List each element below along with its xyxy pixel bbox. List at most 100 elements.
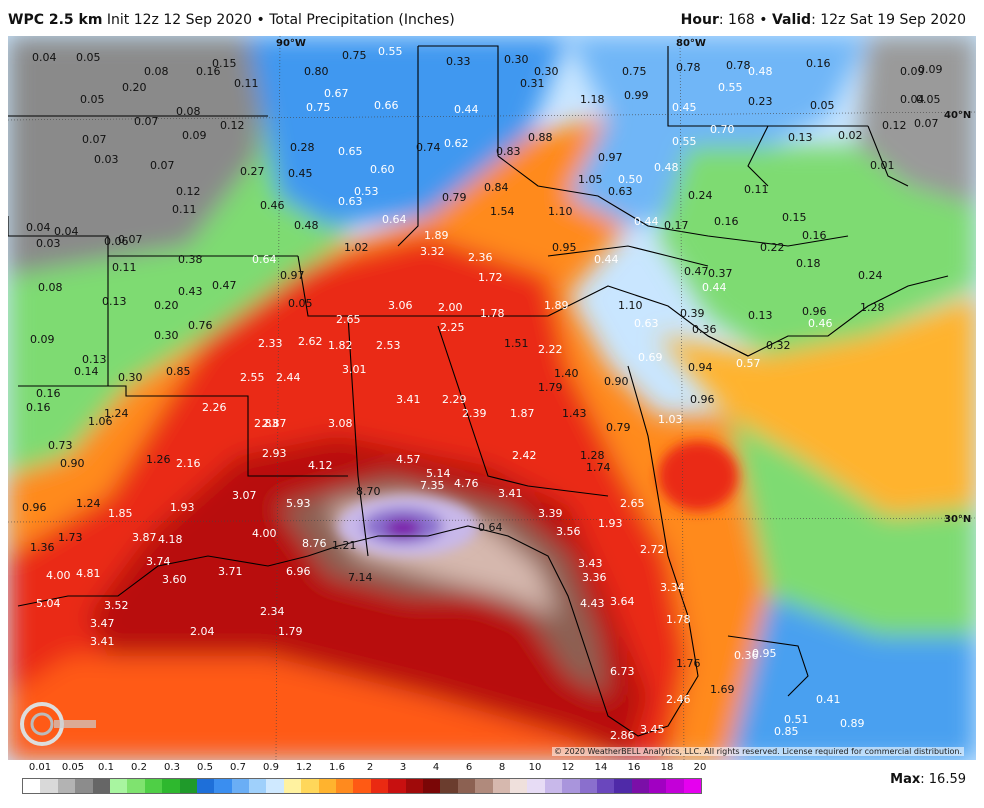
precip-value-label: 1.24 <box>104 407 129 420</box>
precip-value-label: 3.87 <box>132 531 157 544</box>
lat-30n: 30°N <box>944 514 972 525</box>
precip-value-label: 6.96 <box>286 565 311 578</box>
precip-value-label: 1.89 <box>424 229 449 242</box>
legend-swatch <box>92 779 110 793</box>
map-title: WPC 2.5 km Init 12z 12 Sep 2020 • Total … <box>8 12 455 28</box>
legend-swatch <box>336 779 354 793</box>
precip-value-label: 0.96 <box>22 501 47 514</box>
precip-value-label: 0.05 <box>76 51 101 64</box>
legend-tick-label: 10 <box>528 762 542 773</box>
precip-value-label: 0.78 <box>726 59 751 72</box>
precip-value-label: 1.93 <box>170 501 195 514</box>
title-bullet: • <box>256 12 265 28</box>
precip-value-label: 2.53 <box>376 339 401 352</box>
precip-value-label: 1.02 <box>344 241 369 254</box>
precip-value-label: 0.48 <box>654 161 679 174</box>
precip-value-label: 0.63 <box>634 317 659 330</box>
lat-40n: 40°N <box>944 110 972 121</box>
precip-value-label: 0.03 <box>36 237 61 250</box>
precip-value-label: 0.85 <box>774 725 799 738</box>
precip-value-label: 0.11 <box>112 261 137 274</box>
precip-value-label: 0.36 <box>734 649 759 662</box>
precip-value-label: 0.05 <box>288 297 313 310</box>
precip-value-label: 1.05 <box>578 173 603 186</box>
precip-value-label: 0.30 <box>504 53 529 66</box>
precip-value-label: 2.93 <box>262 447 287 460</box>
precip-value-label: 0.20 <box>122 81 147 94</box>
precip-value-label: 0.12 <box>882 119 907 132</box>
precipitation-map[interactable]: 0.04 0.05 0.08 0.15 0.16 0.11 0.20 0.05 0.08 0.07… <box>8 36 976 760</box>
legend-swatch <box>370 779 389 793</box>
precip-value-label: 0.09 <box>900 65 925 78</box>
precip-value-label: 1.74 <box>586 461 611 474</box>
precip-value-label: 0.04 <box>900 93 925 106</box>
precip-value-label: 2.33 <box>258 337 283 350</box>
legend-swatch <box>631 779 650 793</box>
precip-value-label: 0.67 <box>324 87 349 100</box>
precip-value-label: 1.72 <box>478 271 503 284</box>
precip-value-label: 0.22 <box>760 241 785 254</box>
precip-value-label: 0.14 <box>74 365 99 378</box>
precip-value-label: 5.93 <box>286 497 311 510</box>
legend-swatch <box>492 779 510 793</box>
precip-value-label: 0.03 <box>94 153 119 166</box>
legend-tick-label: 18 <box>660 762 674 773</box>
precip-value-label: 3.71 <box>218 565 243 578</box>
precip-value-label: 0.97 <box>598 151 623 164</box>
precip-value-label: 0.74 <box>416 141 441 154</box>
hour-label: Hour <box>680 12 719 28</box>
precip-value-label: 3.08 <box>328 417 353 430</box>
legend-swatch <box>527 779 545 793</box>
precip-value-label: 0.08 <box>38 281 63 294</box>
precip-value-label: 0.27 <box>240 165 265 178</box>
legend-swatch <box>544 779 563 793</box>
precip-value-label: 4.57 <box>396 453 421 466</box>
precip-value-label: 0.66 <box>374 99 399 112</box>
precip-value-label: 2.55 <box>240 371 265 384</box>
legend-swatch <box>109 779 128 793</box>
precip-value-label: 1.40 <box>554 367 579 380</box>
precip-value-label: 0.08 <box>144 65 169 78</box>
precip-value-label: 0.94 <box>688 361 713 374</box>
precip-value-label: 0.53 <box>354 185 379 198</box>
legend-swatch <box>562 779 580 793</box>
legend-swatch <box>388 779 406 793</box>
precip-value-label: 0.60 <box>370 163 395 176</box>
precip-value-label: 1.54 <box>490 205 515 218</box>
precip-value-label: 0.50 <box>618 173 643 186</box>
legend-swatch <box>579 779 597 793</box>
valid-value: 12z Sat 19 Sep 2020 <box>820 12 966 28</box>
precip-value-label: 3.07 <box>232 489 257 502</box>
legend-swatch <box>614 779 632 793</box>
weatherbell-logo <box>18 698 98 750</box>
precip-value-label: 0.01 <box>870 159 895 172</box>
precip-value-label: 3.45 <box>640 723 665 736</box>
precip-value-label: 4.81 <box>76 567 101 580</box>
precip-value-label: 0.30 <box>534 65 559 78</box>
precip-value-label: 0.13 <box>748 309 773 322</box>
lon-90w: 90°W <box>276 38 306 49</box>
precip-value-label: 0.80 <box>304 65 329 78</box>
precip-value-label: 0.75 <box>306 101 331 114</box>
precip-value-label: 0.11 <box>744 183 769 196</box>
precip-value-label: 0.44 <box>594 253 619 266</box>
precip-value-label: 0.88 <box>528 131 553 144</box>
precip-value-label: 0.04 <box>32 51 57 64</box>
legend-swatch <box>422 779 441 793</box>
precip-value-label: 0.05 <box>916 93 941 106</box>
precip-value-label: 0.70 <box>710 123 735 136</box>
precip-value-label: 3.39 <box>538 507 563 520</box>
legend-ticks: 0.01 0.05 0.1 0.2 0.3 0.5 0.7 0.9 1.2 1.6 2 3 4 6 8 10 1… <box>22 762 707 776</box>
precip-value-label: 0.16 <box>196 65 221 78</box>
legend-swatch <box>475 779 493 793</box>
precip-value-label: 0.55 <box>378 45 403 58</box>
legend-swatch <box>440 779 458 793</box>
precip-value-label: 3.64 <box>610 595 635 608</box>
precip-value-label: 1.76 <box>676 657 701 670</box>
precip-value-label: 2.36 <box>468 251 493 264</box>
precip-value-label: 0.24 <box>858 269 883 282</box>
precip-value-label: 0.16 <box>802 229 827 242</box>
model-name: WPC 2.5 km <box>8 12 103 28</box>
precip-value-label: 2.87 <box>262 417 287 430</box>
precip-value-label: 3.56 <box>556 525 581 538</box>
